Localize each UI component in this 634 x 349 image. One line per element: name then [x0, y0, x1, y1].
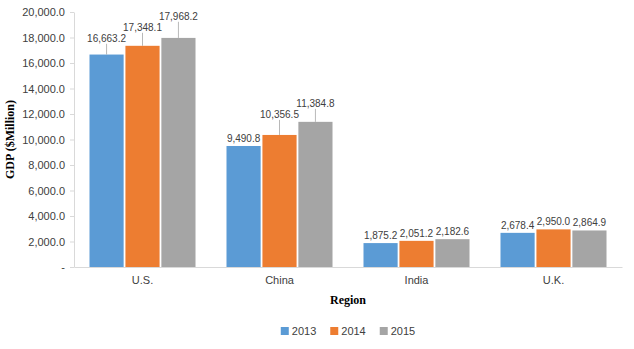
bar	[399, 241, 433, 267]
legend-swatch	[281, 327, 289, 335]
bar	[435, 239, 469, 267]
tick-label: 14,000.0	[22, 83, 65, 95]
tick-label: 18,000.0	[22, 32, 65, 44]
x-axis-title: Region	[330, 293, 366, 307]
leader-line	[315, 109, 316, 122]
bars	[89, 38, 606, 267]
data-label: 17,348.1	[123, 22, 162, 33]
bar	[226, 146, 260, 267]
tick-mark	[70, 191, 74, 192]
y-axis-title: GDP ($Million)	[3, 100, 17, 179]
tick-mark	[70, 89, 74, 90]
tick: China	[265, 267, 295, 286]
tick-label: 12,000.0	[22, 108, 65, 120]
bar	[161, 38, 195, 267]
legend-label: 2015	[391, 325, 415, 337]
tick-mark	[70, 165, 74, 166]
tick-label: U.S.	[132, 274, 153, 286]
data-label: 17,968.2	[159, 11, 198, 22]
tick: U.K.	[543, 267, 564, 286]
tick-mark	[70, 114, 74, 115]
tick: 14,000.0	[22, 83, 74, 95]
tick-mark	[70, 140, 74, 141]
bar	[536, 229, 570, 267]
legend-swatch	[380, 327, 388, 335]
tick-label: 4,000.0	[28, 210, 65, 222]
tick-label: 16,000.0	[22, 57, 65, 69]
tick: 10,000.0	[22, 134, 74, 146]
leader-line	[106, 44, 107, 55]
tick-mark	[70, 267, 74, 268]
tick: 6,000.0	[28, 185, 74, 197]
axis-line	[75, 267, 623, 268]
y-axis: - 2,000.0 4,000.0 6,000.0 8,000.0 10,000.0 12,…	[22, 6, 74, 273]
data-labels: 16,663.217,348.117,968.29,490.810,356.51…	[87, 11, 606, 241]
data-label: 2,950.0	[537, 216, 571, 227]
tick: 12,000.0	[22, 108, 74, 120]
tick: 16,000.0	[22, 57, 74, 69]
leader-line	[178, 22, 179, 38]
legend-swatch	[330, 327, 338, 335]
bar	[262, 135, 296, 267]
axis-line	[74, 13, 75, 268]
bar	[572, 230, 606, 267]
leader-line	[142, 33, 143, 46]
chart: - 2,000.0 4,000.0 6,000.0 8,000.0 10,000.0 12,…	[0, 0, 634, 349]
bar	[125, 46, 159, 267]
data-label: 11,384.8	[296, 98, 335, 109]
tick-label: U.K.	[543, 274, 564, 286]
tick-label: 20,000.0	[22, 6, 65, 18]
tick: 18,000.0	[22, 32, 74, 44]
data-label: 2,864.9	[573, 217, 607, 228]
data-label: 16,663.2	[87, 33, 126, 44]
plot: - 2,000.0 4,000.0 6,000.0 8,000.0 10,000.0 12,…	[22, 6, 622, 286]
tick-label: China	[265, 274, 295, 286]
tick: 8,000.0	[28, 159, 74, 171]
bar	[89, 55, 123, 267]
legend-item: 2014	[330, 325, 365, 337]
tick: India	[405, 267, 430, 286]
leader-line	[279, 120, 280, 135]
tick: 2,000.0	[28, 236, 74, 248]
tick-mark	[70, 63, 74, 64]
tick-mark	[70, 242, 74, 243]
data-label: 2,678.4	[501, 220, 535, 231]
tick: U.S.	[132, 267, 153, 286]
tick: 4,000.0	[28, 210, 74, 222]
x-axis: U.S. China India U.K.	[75, 267, 623, 286]
tick-label: 10,000.0	[22, 134, 65, 146]
legend-item: 2015	[380, 325, 415, 337]
data-label: 2,051.2	[400, 228, 434, 239]
tick: -	[61, 261, 74, 273]
data-label: 1,875.2	[364, 230, 398, 241]
legend-item: 2013	[281, 325, 316, 337]
legend-label: 2014	[341, 325, 365, 337]
tick-label: 8,000.0	[28, 159, 65, 171]
tick-mark	[70, 38, 74, 39]
tick-label: 6,000.0	[28, 185, 65, 197]
tick-mark	[70, 216, 74, 217]
tick-label: 2,000.0	[28, 236, 65, 248]
tick-label: -	[61, 261, 65, 273]
data-label: 2,182.6	[436, 226, 470, 237]
tick: 20,000.0	[22, 6, 74, 18]
data-label: 9,490.8	[227, 133, 261, 144]
bar	[363, 243, 397, 267]
bar	[298, 122, 332, 267]
legend-label: 2013	[292, 325, 316, 337]
data-label: 10,356.5	[260, 109, 299, 120]
bar	[500, 233, 534, 267]
legend: 2013 2014 2015	[281, 325, 415, 337]
tick-label: India	[405, 274, 430, 286]
tick-mark	[70, 12, 74, 13]
